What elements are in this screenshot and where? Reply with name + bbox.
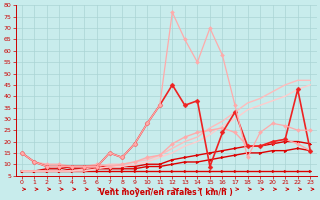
X-axis label: Vent moyen/en rafales ( km/h ): Vent moyen/en rafales ( km/h ): [99, 188, 233, 197]
